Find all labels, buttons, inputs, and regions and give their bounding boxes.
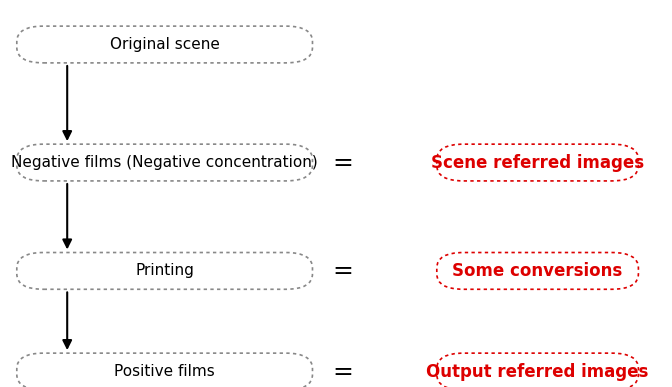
FancyBboxPatch shape (17, 252, 312, 289)
Text: =: = (332, 151, 353, 175)
Text: Printing: Printing (135, 264, 194, 278)
Text: =: = (332, 259, 353, 283)
Text: Positive films: Positive films (114, 364, 215, 379)
FancyBboxPatch shape (437, 353, 638, 387)
FancyBboxPatch shape (437, 144, 638, 181)
Text: =: = (332, 360, 353, 384)
FancyBboxPatch shape (17, 144, 312, 181)
FancyBboxPatch shape (17, 353, 312, 387)
Text: Some conversions: Some conversions (452, 262, 623, 280)
Text: Scene referred images: Scene referred images (431, 154, 644, 171)
FancyBboxPatch shape (17, 26, 312, 63)
Text: Negative films (Negative concentration): Negative films (Negative concentration) (11, 155, 318, 170)
Text: Output referred images: Output referred images (427, 363, 648, 380)
Text: Original scene: Original scene (110, 37, 220, 52)
FancyBboxPatch shape (437, 252, 638, 289)
